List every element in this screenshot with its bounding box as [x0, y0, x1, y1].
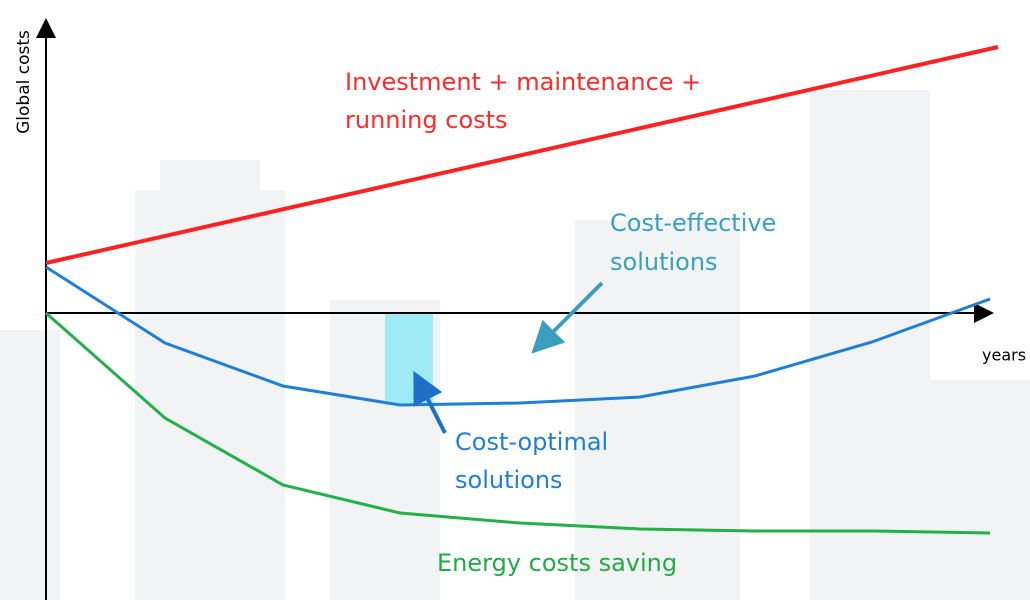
cost-effective-arrow [531, 281, 604, 354]
investment-label: Investment + maintenance + [345, 68, 701, 96]
cost-effective-label: Cost-effective [610, 209, 776, 237]
energy-saving-curve [45, 311, 991, 535]
investment-label: running costs [345, 106, 508, 134]
energy-label: Energy costs saving [437, 549, 677, 577]
x-axis-label: years [982, 346, 1026, 365]
cost-optimal-arrow [413, 370, 447, 434]
global-cost-curve [45, 265, 991, 407]
cost-effective-label: solutions [610, 248, 718, 276]
y-axis-label: Global costs [14, 30, 34, 134]
investment-line [45, 45, 999, 265]
cost-optimal-label: Cost-optimal [455, 428, 608, 456]
cost-optimal-label: solutions [455, 466, 563, 494]
